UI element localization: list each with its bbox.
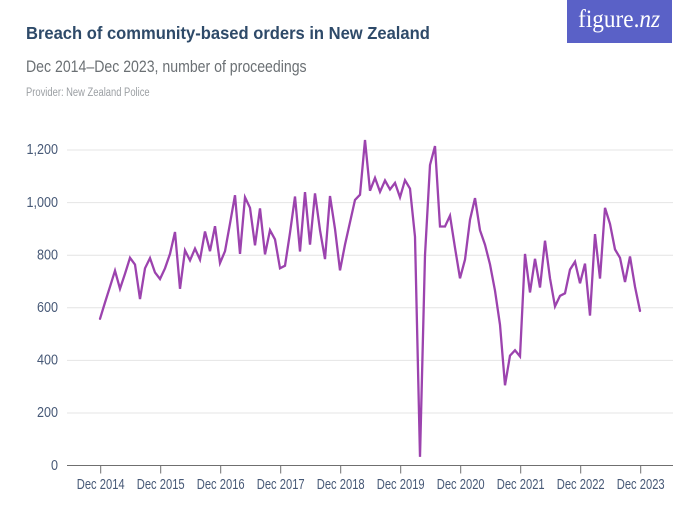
svg-text:0: 0 — [51, 457, 58, 473]
svg-text:Dec 2014: Dec 2014 — [77, 475, 125, 492]
svg-text:1,000: 1,000 — [27, 194, 59, 210]
svg-text:Dec 2015: Dec 2015 — [137, 475, 185, 492]
svg-text:Dec 2020: Dec 2020 — [437, 475, 485, 492]
svg-text:Dec 2019: Dec 2019 — [377, 475, 425, 492]
svg-text:800: 800 — [37, 247, 58, 263]
svg-text:Dec 2022: Dec 2022 — [557, 475, 605, 492]
svg-text:Dec 2017: Dec 2017 — [257, 475, 305, 492]
svg-text:1,200: 1,200 — [27, 141, 59, 157]
svg-text:Dec 2016: Dec 2016 — [197, 475, 245, 492]
svg-text:Dec 2018: Dec 2018 — [317, 475, 365, 492]
svg-text:400: 400 — [37, 352, 58, 368]
svg-text:600: 600 — [37, 299, 58, 315]
svg-text:200: 200 — [37, 404, 58, 420]
svg-text:Dec 2021: Dec 2021 — [497, 475, 545, 492]
svg-text:Dec 2023: Dec 2023 — [617, 475, 665, 492]
